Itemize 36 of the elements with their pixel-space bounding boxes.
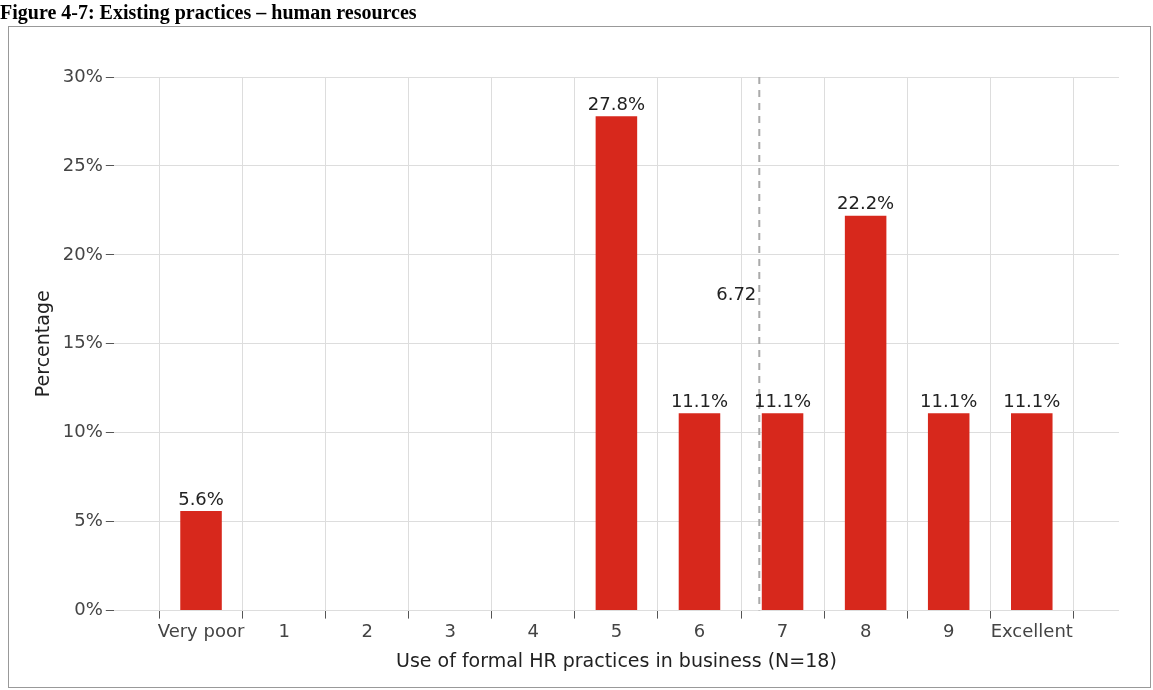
bar	[927, 413, 970, 611]
y-tick-label: 20%	[62, 242, 103, 264]
bar	[180, 511, 222, 611]
data-label: 22.2%	[837, 192, 895, 214]
bar	[761, 413, 804, 611]
data-label: 27.8%	[587, 92, 645, 114]
y-tick-label: 5%	[74, 509, 103, 531]
bar	[1011, 413, 1053, 611]
ref-line-label: 6.72	[716, 283, 757, 305]
x-tick-label: 4	[527, 620, 540, 642]
x-tick-label: 7	[776, 620, 789, 642]
x-axis-title: Use of formal HR practices in business (N=18)	[396, 648, 837, 671]
y-tick-label: 10%	[62, 420, 103, 442]
y-axis-title: Percentage	[31, 290, 54, 398]
y-tick-label: 15%	[62, 331, 103, 353]
x-tick-label: Excellent	[990, 620, 1073, 642]
y-tick-label: 0%	[74, 598, 103, 620]
data-label: 11.1%	[670, 389, 729, 411]
x-tick-label: 9	[942, 620, 955, 642]
x-tick-label: 6	[693, 620, 706, 642]
x-tick-label: 1	[278, 620, 290, 642]
x-tick-label: 8	[859, 620, 872, 642]
bar	[678, 413, 721, 611]
data-label: 11.1%	[1003, 389, 1061, 411]
data-label: 11.1%	[753, 389, 812, 411]
chart-title: Figure 4-7: Existing practices – human resources	[0, 0, 417, 24]
data-label: 5.6%	[178, 487, 224, 509]
bar	[595, 116, 638, 611]
y-tick-label: 30%	[62, 64, 103, 86]
y-tick-label: 25%	[62, 153, 103, 175]
x-tick-label: 2	[361, 620, 373, 642]
data-label: 11.1%	[920, 389, 978, 411]
x-tick-label: Very poor	[157, 620, 245, 642]
x-tick-label: 5	[610, 620, 623, 642]
x-tick-label: 3	[444, 620, 456, 642]
bar	[844, 215, 887, 611]
